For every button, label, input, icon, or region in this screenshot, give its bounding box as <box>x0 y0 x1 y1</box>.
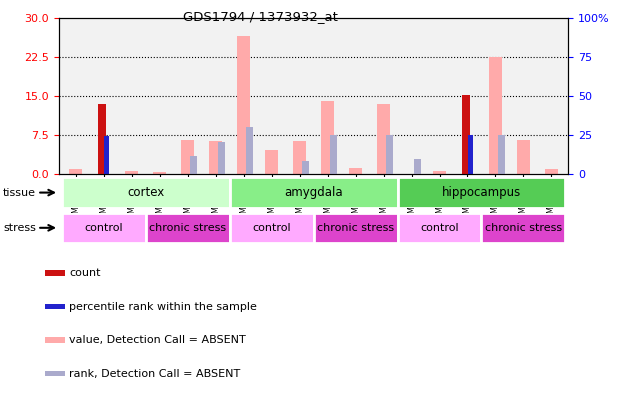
Bar <box>104 136 109 174</box>
Bar <box>230 213 314 243</box>
Bar <box>247 128 253 174</box>
Bar <box>397 177 565 208</box>
Text: chronic stress: chronic stress <box>485 223 562 233</box>
Bar <box>498 135 505 174</box>
Bar <box>181 141 194 174</box>
Bar <box>545 169 558 174</box>
Text: control: control <box>252 223 291 233</box>
Bar <box>191 156 197 174</box>
Bar <box>230 177 397 208</box>
Text: value, Detection Call = ABSENT: value, Detection Call = ABSENT <box>70 335 246 345</box>
Bar <box>481 213 565 243</box>
Bar <box>62 177 230 208</box>
Text: tissue: tissue <box>3 188 36 198</box>
Bar <box>433 171 446 174</box>
Bar <box>321 101 334 174</box>
Text: hippocampus: hippocampus <box>442 186 521 199</box>
Bar <box>386 135 393 174</box>
Bar <box>45 271 65 275</box>
Text: count: count <box>70 268 101 278</box>
Bar <box>209 141 222 174</box>
Bar <box>349 168 362 174</box>
Bar <box>462 95 470 174</box>
Bar <box>302 161 309 174</box>
Bar <box>153 172 166 174</box>
Text: cortex: cortex <box>127 186 165 199</box>
Bar <box>70 169 82 174</box>
Bar <box>62 213 146 243</box>
Bar <box>293 141 306 174</box>
Bar <box>265 150 278 174</box>
Text: percentile rank within the sample: percentile rank within the sample <box>70 301 257 311</box>
Text: amygdala: amygdala <box>284 186 343 199</box>
Text: control: control <box>84 223 123 233</box>
Text: rank, Detection Call = ABSENT: rank, Detection Call = ABSENT <box>70 369 240 379</box>
Text: chronic stress: chronic stress <box>317 223 394 233</box>
Bar <box>146 213 230 243</box>
Bar <box>125 171 138 174</box>
Bar <box>45 304 65 309</box>
Bar <box>99 104 106 174</box>
Text: stress: stress <box>3 223 36 233</box>
Text: chronic stress: chronic stress <box>149 223 226 233</box>
Bar <box>330 135 337 174</box>
Bar <box>414 159 421 174</box>
Bar <box>489 57 502 174</box>
Bar <box>45 337 65 343</box>
Bar <box>45 371 65 376</box>
Bar <box>397 213 481 243</box>
Bar <box>378 104 390 174</box>
Text: GDS1794 / 1373932_at: GDS1794 / 1373932_at <box>183 10 338 23</box>
Bar <box>237 36 250 174</box>
Bar <box>517 141 530 174</box>
Text: control: control <box>420 223 459 233</box>
Bar <box>219 142 225 174</box>
Bar <box>314 213 397 243</box>
Bar <box>468 134 473 174</box>
